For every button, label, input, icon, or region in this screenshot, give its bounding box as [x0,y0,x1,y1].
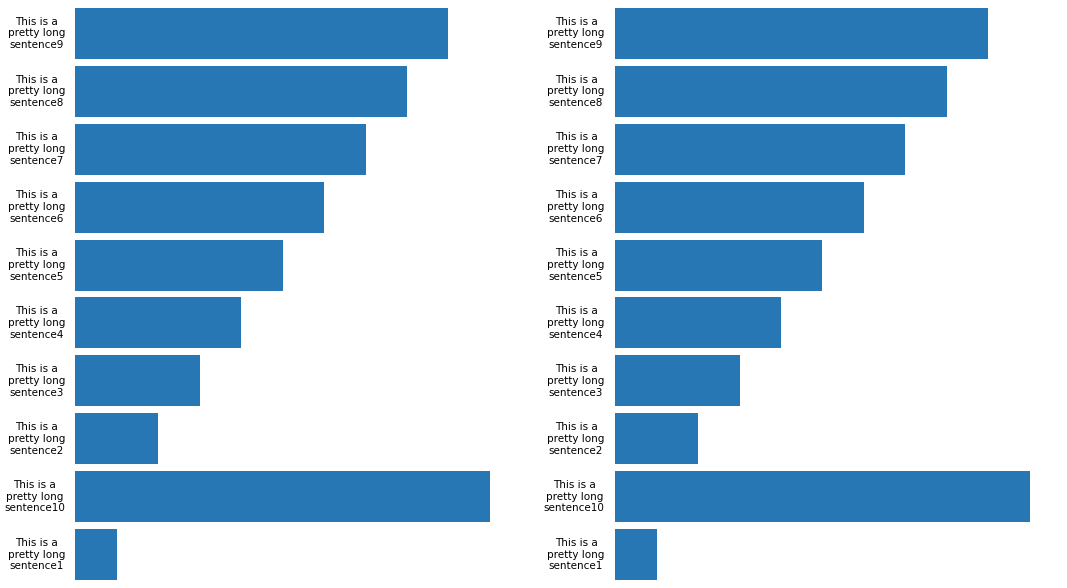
Bar [616,182,864,233]
Bar [76,239,283,290]
Bar [76,529,117,580]
Bar [76,472,490,522]
Bar [616,355,739,406]
Bar [76,182,324,233]
Bar [616,239,823,290]
Bar [76,298,241,349]
Bar [616,66,946,116]
Bar [616,8,988,59]
Bar [616,529,656,580]
Bar [616,298,781,349]
Bar [76,413,158,465]
Bar [616,123,905,175]
Bar [616,413,698,465]
Bar [76,123,366,175]
Bar [76,66,407,116]
Bar [616,472,1030,522]
Bar [76,8,448,59]
Bar [76,355,200,406]
